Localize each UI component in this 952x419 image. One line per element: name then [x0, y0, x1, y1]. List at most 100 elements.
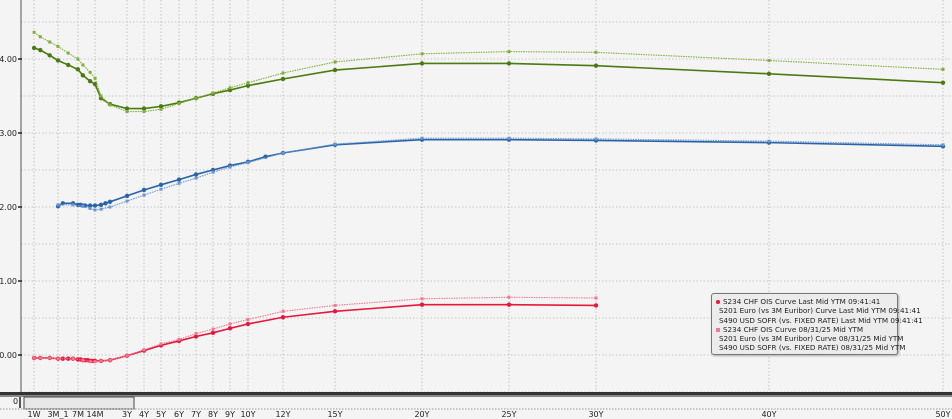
legend-item[interactable]: S201 Euro (vs 3M Euribor) Curve Last Mid…	[716, 306, 921, 315]
data-point	[88, 70, 92, 74]
data-point	[125, 354, 129, 358]
y-tick-label: 1.00	[0, 277, 17, 286]
data-point	[66, 356, 71, 361]
data-point	[594, 137, 598, 141]
data-point	[176, 177, 182, 182]
data-point	[332, 309, 338, 314]
data-point	[767, 58, 771, 62]
data-point	[93, 208, 97, 212]
y-tick-label: 2.00	[0, 203, 17, 212]
data-point	[420, 52, 424, 56]
data-point	[281, 309, 285, 313]
data-point	[108, 358, 112, 362]
x-tick-label: 8Y	[208, 410, 218, 419]
data-point	[125, 110, 129, 114]
legend-item[interactable]: S234 CHF OIS Curve Last Mid YTM 09:41:41	[716, 297, 893, 306]
x-tick-label: 1W	[28, 410, 41, 419]
y-tick-label: 0.00	[0, 351, 17, 360]
data-point	[280, 315, 286, 320]
data-point	[281, 71, 285, 75]
data-point	[158, 104, 164, 109]
legend-swatch	[716, 327, 720, 332]
data-point	[142, 193, 146, 197]
x-tick-label: 40Y	[761, 410, 776, 419]
data-point	[99, 94, 103, 98]
data-point	[48, 40, 52, 44]
data-point	[142, 348, 146, 352]
data-point	[87, 79, 93, 84]
data-point	[38, 356, 42, 360]
data-point	[56, 357, 60, 361]
data-point	[194, 96, 198, 100]
x-tick-label: 4Y	[139, 410, 149, 419]
legend-item[interactable]: S234 CHF OIS Curve 08/31/25 Mid YTM	[716, 325, 893, 334]
legend-item[interactable]: S490 USD SOFR (vs. FIXED RATE) Last Mid …	[716, 316, 923, 325]
x-tick-label: 3Y	[122, 410, 132, 419]
data-point	[177, 101, 181, 105]
series-line	[34, 296, 597, 363]
data-point	[193, 172, 199, 177]
x-tick-label: 3M_1	[47, 410, 68, 419]
legend-label: S234 CHF OIS Curve Last Mid YTM 09:41:41	[723, 297, 881, 306]
data-point	[506, 61, 512, 66]
data-point	[507, 50, 511, 54]
data-point	[159, 342, 163, 346]
data-point	[333, 60, 337, 64]
data-point	[419, 61, 425, 66]
data-point	[507, 295, 511, 299]
legend-item[interactable]: S490 USD SOFR (vs. FIXED RATE) 08/31/25 …	[716, 343, 905, 352]
data-point	[246, 161, 250, 165]
data-point	[32, 356, 36, 360]
data-point	[56, 203, 60, 207]
x-tick-label: 6Y	[174, 410, 184, 419]
data-point	[38, 47, 43, 53]
x-tick-label: 30Y	[588, 410, 603, 419]
data-point	[211, 170, 215, 174]
x-tick-label: 7M	[72, 410, 84, 419]
series-4	[32, 295, 598, 364]
series-3	[31, 45, 946, 111]
data-point	[124, 106, 130, 111]
legend-label: S234 CHF OIS Curve 08/31/25 Mid YTM	[723, 324, 864, 334]
legend-label: S201 Euro (vs 3M Euribor) Curve Last Mid…	[719, 306, 921, 316]
data-point	[420, 297, 424, 301]
x-tick-label: 25Y	[501, 410, 516, 419]
data-point	[228, 165, 232, 169]
data-point	[81, 204, 85, 208]
legend-label: S490 USD SOFR (vs. FIXED RATE) 08/31/25 …	[719, 343, 906, 353]
legend-item[interactable]: S201 Euro (vs 3M Euribor) Curve 08/31/25…	[716, 334, 903, 343]
data-point	[194, 332, 198, 336]
data-point	[211, 91, 215, 95]
navigator-separator	[0, 392, 952, 395]
data-point	[246, 317, 250, 321]
legend[interactable]: S234 CHF OIS Curve Last Mid YTM 09:41:41…	[711, 293, 923, 355]
data-point	[228, 86, 232, 90]
data-point	[227, 326, 233, 331]
x-tick-label: 14M	[86, 410, 103, 419]
data-point	[594, 296, 598, 300]
data-point	[56, 44, 60, 48]
data-point	[93, 76, 97, 80]
data-point	[88, 206, 92, 210]
data-point	[593, 63, 599, 68]
navigator-label: 0	[13, 397, 18, 406]
navigator-window	[23, 396, 135, 410]
data-point	[99, 359, 103, 363]
data-point	[81, 358, 85, 362]
data-point	[71, 357, 75, 361]
data-point	[47, 53, 52, 58]
data-point	[92, 203, 98, 208]
data-point	[103, 201, 108, 206]
series-6	[32, 30, 945, 114]
data-point	[228, 322, 232, 326]
data-point	[594, 50, 598, 54]
data-point	[80, 73, 86, 78]
data-point	[767, 139, 771, 143]
data-point	[332, 67, 338, 73]
data-point	[48, 356, 52, 360]
data-point	[940, 80, 946, 85]
data-point	[766, 71, 772, 77]
data-point	[108, 103, 112, 107]
